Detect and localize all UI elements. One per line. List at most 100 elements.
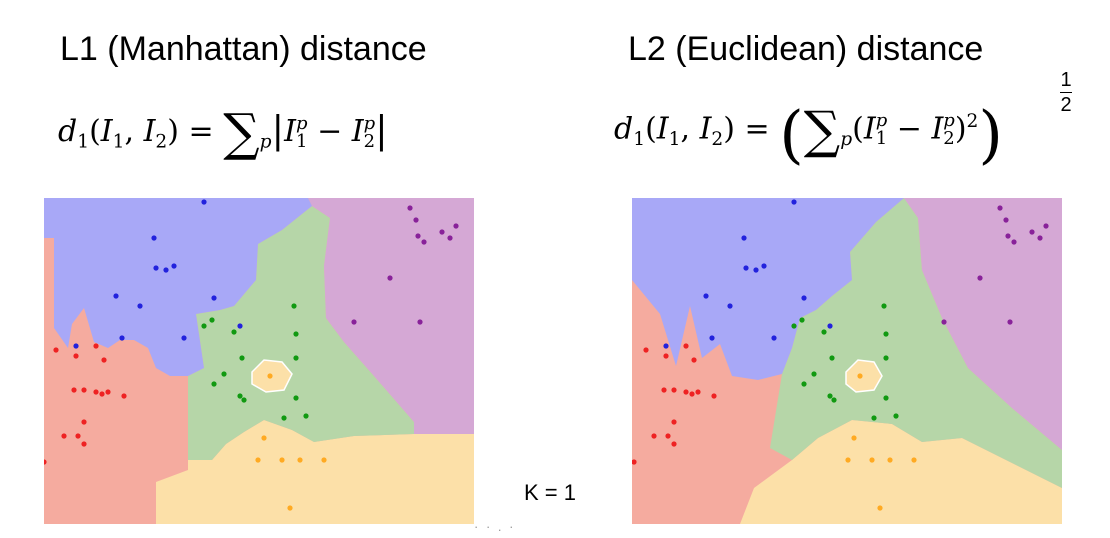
blue-point — [743, 265, 749, 271]
red-point — [671, 387, 677, 393]
purple-point — [351, 319, 357, 325]
orange-point — [911, 457, 917, 463]
green-point — [883, 331, 889, 337]
blue-point — [791, 199, 797, 205]
purple-point — [387, 275, 393, 281]
red-point — [61, 433, 67, 439]
purple-point — [1007, 319, 1013, 325]
green-point — [239, 355, 245, 361]
red-point — [81, 387, 87, 393]
red-point — [643, 347, 649, 353]
green-point — [883, 355, 889, 361]
orange-point — [887, 457, 893, 463]
blue-point — [801, 295, 807, 301]
red-point — [93, 343, 99, 349]
orange-point — [869, 457, 875, 463]
green-point — [821, 329, 827, 335]
blue-point — [703, 293, 709, 299]
green-point — [893, 413, 899, 419]
red-point — [711, 393, 717, 399]
green-point — [831, 397, 837, 403]
orange-point — [845, 457, 851, 463]
purple-point — [977, 275, 983, 281]
red-point — [671, 441, 677, 447]
l2-decision-boundary-plot — [632, 198, 1062, 524]
blue-point — [171, 263, 177, 269]
purple-point — [1011, 239, 1017, 245]
red-point — [121, 393, 127, 399]
blue-point — [119, 335, 125, 341]
blue-point — [771, 335, 777, 341]
red-point — [695, 389, 701, 395]
green-point — [883, 395, 889, 401]
l2-region-orange — [740, 420, 1062, 524]
green-point — [241, 397, 247, 403]
green-point — [221, 371, 227, 377]
red-point — [81, 419, 87, 425]
blue-point — [181, 335, 187, 341]
red-point — [99, 391, 105, 397]
green-point — [871, 415, 877, 421]
red-point — [44, 459, 47, 465]
purple-point — [415, 233, 421, 239]
blue-point — [113, 293, 119, 299]
red-point — [683, 343, 689, 349]
red-point — [105, 389, 111, 395]
green-point — [231, 329, 237, 335]
red-point — [663, 353, 669, 359]
k-label: K = 1 — [524, 480, 576, 505]
footer-text: · · . · — [474, 519, 516, 534]
blue-point — [163, 267, 169, 273]
red-point — [101, 357, 107, 363]
red-point — [75, 433, 81, 439]
green-point — [237, 393, 243, 399]
l1-region-purple — [308, 198, 474, 434]
orange-point — [261, 435, 267, 441]
purple-point — [413, 217, 419, 223]
orange-point — [267, 373, 273, 379]
red-point — [71, 387, 77, 393]
green-point — [209, 317, 215, 323]
green-point — [291, 303, 297, 309]
orange-point — [287, 505, 293, 511]
purple-point — [453, 223, 459, 229]
red-point — [683, 389, 689, 395]
orange-point — [321, 457, 327, 463]
l2-training-points — [632, 199, 1049, 511]
green-point — [201, 323, 207, 329]
red-point — [691, 357, 697, 363]
purple-point — [1029, 229, 1035, 235]
blue-point — [201, 199, 207, 205]
red-point — [671, 419, 677, 425]
blue-point — [211, 295, 217, 301]
purple-point — [941, 319, 947, 325]
l2-region-orange-island — [845, 359, 883, 393]
green-point — [791, 323, 797, 329]
orange-point — [297, 457, 303, 463]
l2-region-blue — [632, 198, 904, 380]
purple-point — [439, 229, 445, 235]
exponent-denominator: 2 — [1060, 94, 1072, 116]
purple-point — [1005, 233, 1011, 239]
green-point — [829, 355, 835, 361]
green-point — [801, 381, 807, 387]
green-point — [881, 303, 887, 309]
blue-point — [73, 343, 79, 349]
blue-point — [709, 335, 715, 341]
blue-point — [153, 265, 159, 271]
red-point — [665, 433, 671, 439]
red-point — [73, 353, 79, 359]
blue-point — [137, 303, 143, 309]
red-point — [689, 391, 695, 397]
blue-point — [663, 343, 669, 349]
orange-point — [851, 435, 857, 441]
orange-point — [279, 457, 285, 463]
l2-region-purple — [904, 198, 1062, 450]
green-point — [811, 371, 817, 377]
green-point — [293, 331, 299, 337]
blue-point — [237, 323, 243, 329]
red-point — [651, 433, 657, 439]
purple-point — [1037, 235, 1043, 241]
green-point — [211, 381, 217, 387]
